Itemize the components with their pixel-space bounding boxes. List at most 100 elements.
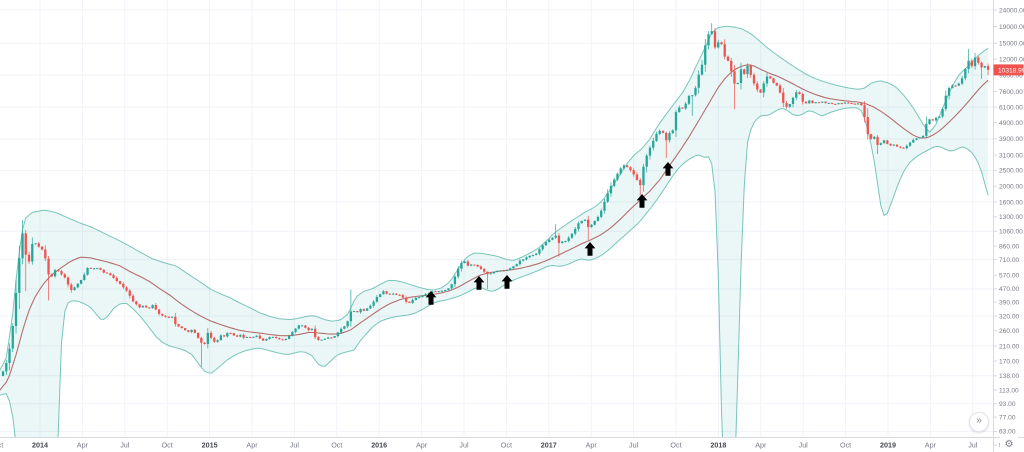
candle-body <box>665 132 668 141</box>
price-tick-label: 24000.00 <box>999 7 1024 14</box>
candle-body <box>564 240 567 242</box>
candle-body <box>769 76 772 79</box>
candle-body <box>96 268 99 270</box>
candle-body <box>785 103 788 107</box>
candle-body <box>489 273 492 275</box>
candle-body <box>92 268 96 270</box>
time-tick-label: 2017 <box>541 441 557 450</box>
candle-body <box>369 305 372 309</box>
up-arrow-icon <box>501 275 513 289</box>
candle-body <box>541 245 544 250</box>
candle-body <box>544 242 548 246</box>
candle-body <box>788 104 791 107</box>
candle-body <box>281 339 284 341</box>
candle-body <box>567 237 570 241</box>
candle-body <box>746 65 749 75</box>
candle-body <box>661 130 665 133</box>
time-tick-label: Oct <box>840 441 851 450</box>
candle-body <box>470 264 473 266</box>
candle-body <box>453 276 457 285</box>
candle-body <box>908 142 912 146</box>
candle-body <box>408 301 411 303</box>
time-tick-label: 2015 <box>202 441 218 450</box>
candle-body <box>271 336 275 338</box>
candle-body <box>339 328 343 333</box>
time-tick-label: Jul <box>459 441 469 450</box>
candle-body <box>460 263 463 269</box>
candle-body <box>876 136 879 145</box>
candle-body <box>886 140 889 144</box>
candle-body <box>804 101 808 104</box>
candle-body <box>336 332 340 337</box>
candle-body <box>382 291 385 295</box>
candle-body <box>47 258 50 275</box>
candle-body <box>866 117 869 135</box>
candle-body <box>775 82 778 86</box>
candle-body <box>525 257 528 260</box>
price-axis[interactable] <box>993 0 1024 437</box>
candle-body <box>873 136 876 139</box>
candle-body <box>687 95 691 104</box>
candle-body <box>752 74 756 84</box>
time-tick-label: Jul <box>799 441 809 450</box>
candle-body <box>496 270 499 272</box>
go-to-realtime-button[interactable]: » <box>969 412 989 432</box>
candle-body <box>499 270 502 272</box>
candle-body <box>190 329 193 333</box>
candle-body <box>274 336 278 339</box>
candle-body <box>795 92 798 98</box>
time-axis-settings-gear-icon[interactable]: ⚙ <box>1000 437 1018 452</box>
candle-body <box>762 83 765 93</box>
candle-body <box>200 337 203 343</box>
candle-body <box>609 185 613 194</box>
candle-body <box>902 147 905 149</box>
candle-body <box>626 165 629 168</box>
candle-body <box>723 44 726 57</box>
candle-body <box>307 327 310 331</box>
candle-body <box>821 101 824 103</box>
candle-body <box>739 69 743 83</box>
candle-body <box>694 87 697 96</box>
candle-body <box>973 57 977 67</box>
candle-body <box>219 335 222 341</box>
candle-body <box>177 324 180 327</box>
time-tick-label: 2016 <box>371 441 387 450</box>
time-tick-label: 2018 <box>710 441 726 450</box>
candle-body <box>860 103 863 106</box>
candle-body <box>720 42 723 45</box>
candle-body <box>385 291 388 294</box>
candle-body <box>411 299 414 303</box>
candle-body <box>658 130 661 134</box>
candle-body <box>847 102 850 104</box>
candle-body <box>798 92 801 95</box>
time-tick-label: Apr <box>416 441 428 450</box>
candle-body <box>918 137 921 139</box>
candle-body <box>265 338 268 341</box>
price-tick-label: 15000.00 <box>999 41 1024 48</box>
time-tick-label: Oct <box>0 441 3 450</box>
candle-body <box>310 328 314 331</box>
candle-body <box>304 325 307 328</box>
band-basis-line <box>0 64 989 391</box>
time-tick-label: 2014 <box>32 441 48 450</box>
candle-body <box>417 297 421 299</box>
candle-body <box>102 269 105 273</box>
candle-body <box>222 335 226 337</box>
time-axis[interactable] <box>0 437 993 452</box>
candle-body <box>242 334 245 338</box>
candle-body <box>583 219 587 221</box>
candle-body <box>986 66 990 70</box>
candle-body <box>652 140 655 148</box>
candle-body <box>895 144 899 147</box>
candle-body <box>105 272 109 274</box>
candle-body <box>349 311 353 322</box>
candle-body <box>957 83 960 86</box>
candle-body <box>697 74 700 88</box>
candle-body <box>756 83 759 90</box>
price-tick-label: 4900.00 <box>999 120 1023 127</box>
candle-body <box>229 332 232 334</box>
price-tick-label: 2500.00 <box>999 168 1023 175</box>
candle-body <box>915 138 918 140</box>
time-tick-label: Jul <box>968 441 978 450</box>
